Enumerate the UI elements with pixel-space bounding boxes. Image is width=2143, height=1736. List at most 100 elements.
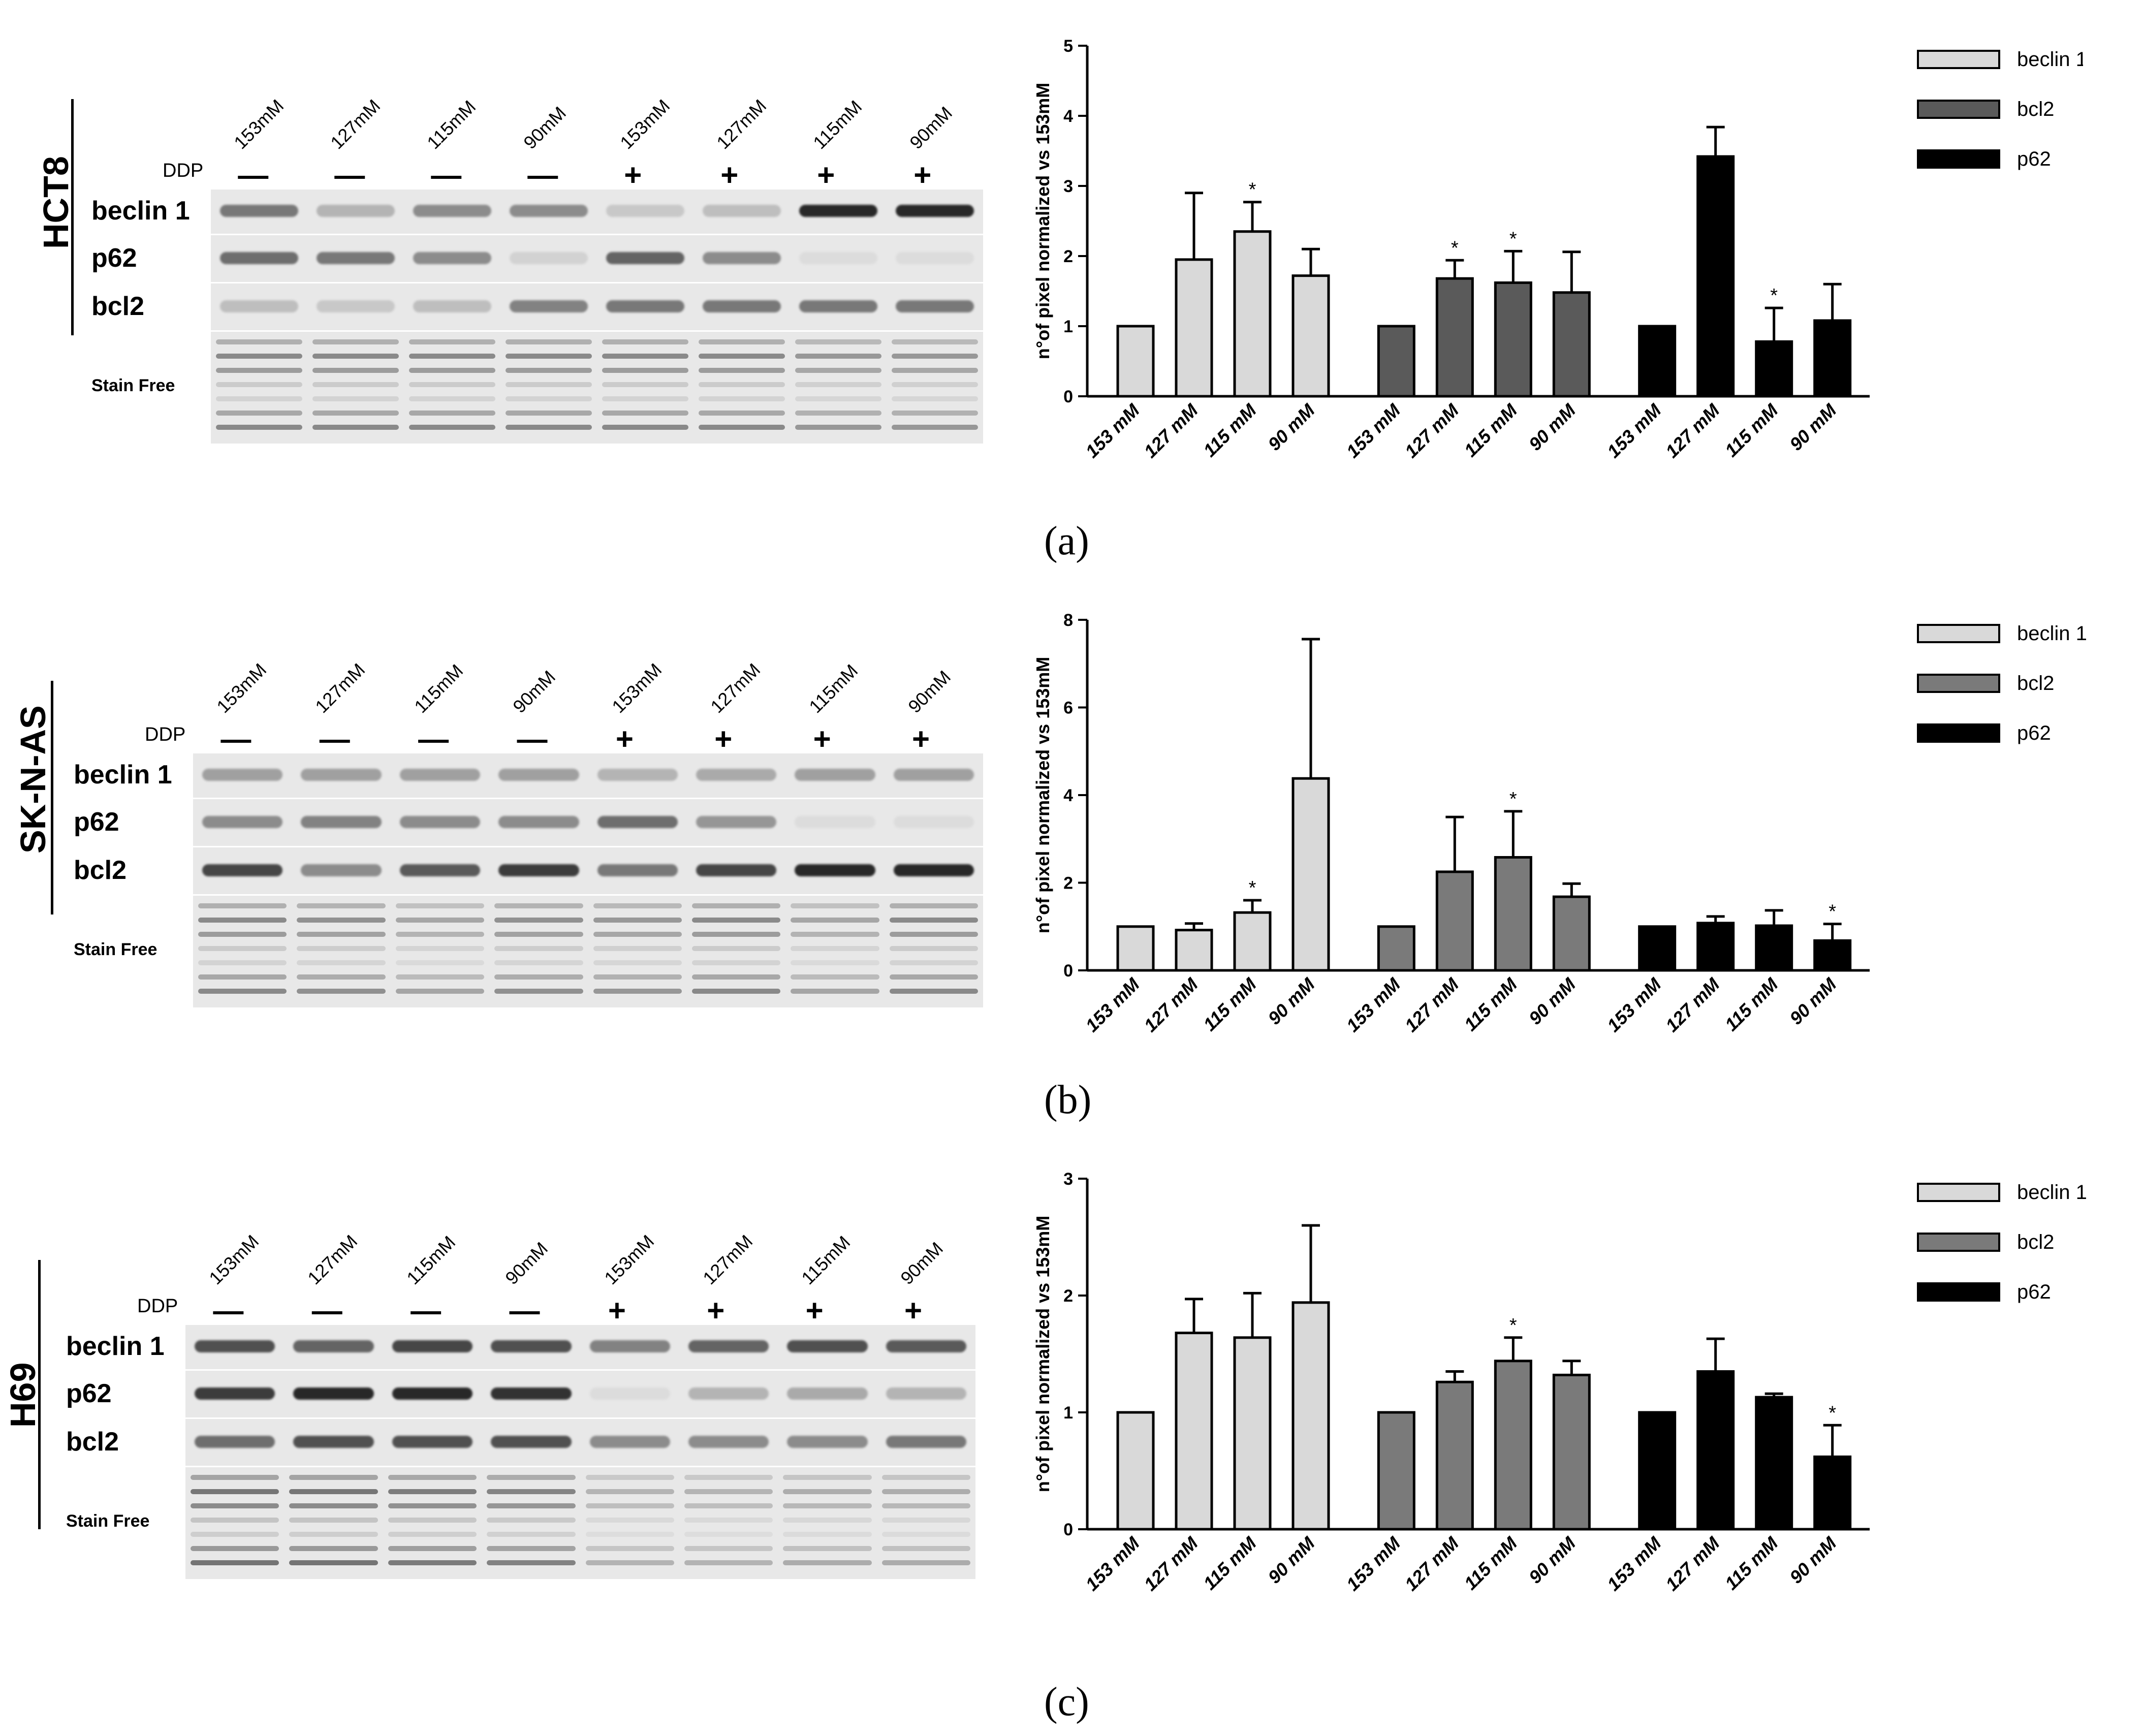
protein-band	[783, 1503, 872, 1508]
lane-label: 90mM	[509, 666, 560, 717]
protein-band	[487, 1532, 576, 1537]
x-tick-label: 127 mM	[1401, 973, 1463, 1036]
legend-label: p62	[2017, 722, 2051, 744]
ddp-sign: +	[817, 158, 835, 192]
ddp-sign: —	[411, 1293, 442, 1328]
protein-band	[297, 946, 386, 951]
protein-band	[413, 251, 491, 264]
significance-star: *	[1509, 788, 1517, 810]
protein-band	[198, 960, 287, 965]
protein-band	[893, 864, 974, 876]
protein-band	[191, 1503, 279, 1508]
protein-band	[783, 1518, 872, 1523]
cell-line-label: SK-N-AS	[13, 705, 53, 854]
protein-band	[791, 932, 879, 937]
protein-band	[602, 382, 688, 387]
bar-chart: 0 1 2 3 n°of pixel normalized vs 153mM 153 mM…	[1032, 1170, 2087, 1595]
protein-band	[881, 1546, 970, 1551]
protein-band	[696, 815, 777, 828]
ddp-sign: +	[720, 158, 739, 192]
x-tick-label: 90 mM	[1785, 399, 1841, 455]
protein-band	[799, 251, 877, 264]
protein-band	[317, 251, 395, 264]
legend-swatch	[1917, 624, 2000, 643]
ddp-sign: —	[238, 158, 269, 192]
panel-b: SK-N-AS 153mM — 127mM — 115mM — 90mM — 153mM +127…	[0, 574, 2143, 1133]
bar	[1377, 325, 1415, 398]
bar	[1291, 274, 1330, 398]
protein-band	[198, 932, 287, 937]
lane-label: 127mM	[706, 659, 765, 717]
protein-band	[297, 918, 386, 923]
bar	[1175, 258, 1213, 398]
ddp-sign: —	[418, 722, 449, 756]
bar	[1435, 277, 1474, 398]
legend-swatch	[1917, 1233, 2000, 1252]
protein-band	[395, 989, 485, 994]
protein-band	[585, 1546, 674, 1551]
legend-swatch	[1917, 674, 2000, 693]
legend-label: bcl2	[2017, 672, 2054, 695]
protein-band	[317, 300, 395, 312]
protein-band	[892, 382, 978, 387]
protein-band	[297, 932, 386, 937]
protein-band	[795, 368, 881, 373]
bar	[1233, 230, 1272, 398]
protein-band	[487, 1546, 576, 1551]
protein-band	[388, 1503, 477, 1508]
protein-band	[696, 769, 777, 781]
cell-line-label: HCT8	[36, 156, 76, 249]
protein-band	[191, 1546, 279, 1551]
cell-line-label: H69	[3, 1362, 43, 1428]
legend-label: bcl2	[2017, 1231, 2054, 1253]
y-tick-label: 5	[1063, 37, 1073, 56]
protein-band	[795, 382, 881, 387]
western-blot: 153mM — 127mM — 115mM — 90mM — 153mM +127mM +115mM…	[91, 95, 983, 444]
protein-band	[787, 1387, 868, 1400]
ddp-sign: —	[509, 1293, 540, 1328]
protein-band	[896, 251, 974, 264]
legend-label: beclin 1	[2017, 48, 2083, 71]
protein-band	[392, 1340, 473, 1352]
x-tick-label: 127 mM	[1401, 1532, 1463, 1595]
protein-band	[699, 411, 785, 416]
y-tick-label: 2	[1063, 247, 1073, 266]
bar	[1813, 319, 1852, 398]
legend-label: beclin 1	[2017, 622, 2087, 645]
protein-band	[783, 1560, 872, 1565]
x-tick-label: 115 mM	[1460, 973, 1521, 1035]
y-axis-label: n°of pixel normalized vs 153mM	[1032, 1216, 1053, 1493]
protein-band	[494, 932, 583, 937]
protein-band	[506, 396, 592, 401]
blot-row-label: Stain Free	[74, 940, 157, 959]
ddp-label: DDP	[163, 160, 204, 181]
protein-band	[191, 1518, 279, 1523]
protein-band	[195, 1435, 275, 1448]
protein-band	[889, 903, 978, 908]
y-tick-label: 0	[1063, 387, 1073, 406]
x-tick-label: 127 mM	[1401, 399, 1463, 462]
protein-band	[506, 382, 592, 387]
lane-label: 153mM	[600, 1230, 658, 1289]
protein-band	[388, 1475, 477, 1480]
x-tick-label: 115 mM	[1721, 399, 1782, 461]
protein-band	[289, 1518, 378, 1523]
protein-band	[202, 815, 283, 828]
legend-swatch	[1917, 723, 2000, 743]
protein-band	[585, 1532, 674, 1537]
bar-chart: 0 1 2 3 4 5 n°of pixel normalized vs 153mM 153 …	[1032, 37, 2083, 462]
protein-band	[198, 918, 287, 923]
protein-band	[787, 1340, 868, 1352]
western-blot: 153mM — 127mM — 115mM — 90mM — 153mM +127mM +115mM…	[74, 659, 983, 1007]
ddp-sign: —	[517, 722, 548, 756]
protein-band	[696, 864, 777, 876]
protein-band	[795, 339, 881, 344]
protein-band	[783, 1532, 872, 1537]
y-tick-label: 2	[1063, 874, 1073, 893]
x-tick-label: 127 mM	[1661, 1532, 1724, 1595]
protein-band	[409, 396, 495, 401]
ddp-sign: +	[624, 158, 642, 192]
bar	[1435, 870, 1474, 972]
protein-band	[795, 396, 881, 401]
protein-band	[494, 974, 583, 980]
